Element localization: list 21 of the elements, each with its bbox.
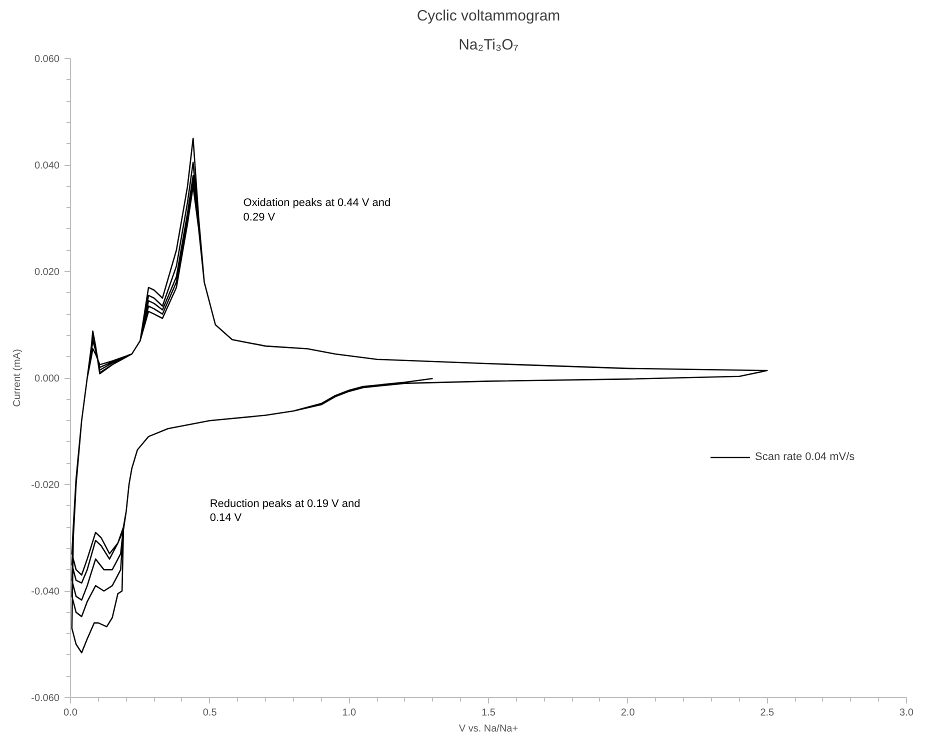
annotation: Oxidation peaks at 0.44 V and 0.29 V — [243, 196, 391, 224]
x-tick-label: 0.5 — [202, 708, 218, 718]
x-tick-label: 0.0 — [64, 708, 78, 718]
legend-label: Scan rate 0.04 mV/s — [755, 451, 855, 463]
chart-title: Cyclic voltammogram — [416, 8, 560, 24]
y-tick-label: 0.040 — [34, 160, 60, 172]
y-tick-label: -0.040 — [31, 586, 60, 598]
chart-subtitle: Na₂Ti₃O₇ — [458, 36, 518, 54]
y-tick-label: 0.060 — [34, 54, 60, 65]
annotation: Reduction peaks at 0.19 V and 0.14 V — [210, 498, 360, 524]
x-tick-label: 1.0 — [342, 708, 357, 718]
y-tick-label: -0.020 — [31, 480, 60, 491]
x-tick-label: 2.0 — [620, 708, 636, 718]
x-tick-label: 3.0 — [900, 708, 914, 718]
x-tick-label: 2.5 — [760, 708, 775, 718]
y-tick-label: 0.020 — [34, 267, 60, 278]
y-tick-label: -0.060 — [31, 693, 60, 704]
x-tick-label: 1.5 — [482, 708, 496, 718]
x-axis-title: V vs. Na/Na+ — [458, 724, 518, 734]
y-axis-title: Current (mA) — [12, 349, 24, 407]
y-tick-label: 0.000 — [34, 374, 60, 384]
